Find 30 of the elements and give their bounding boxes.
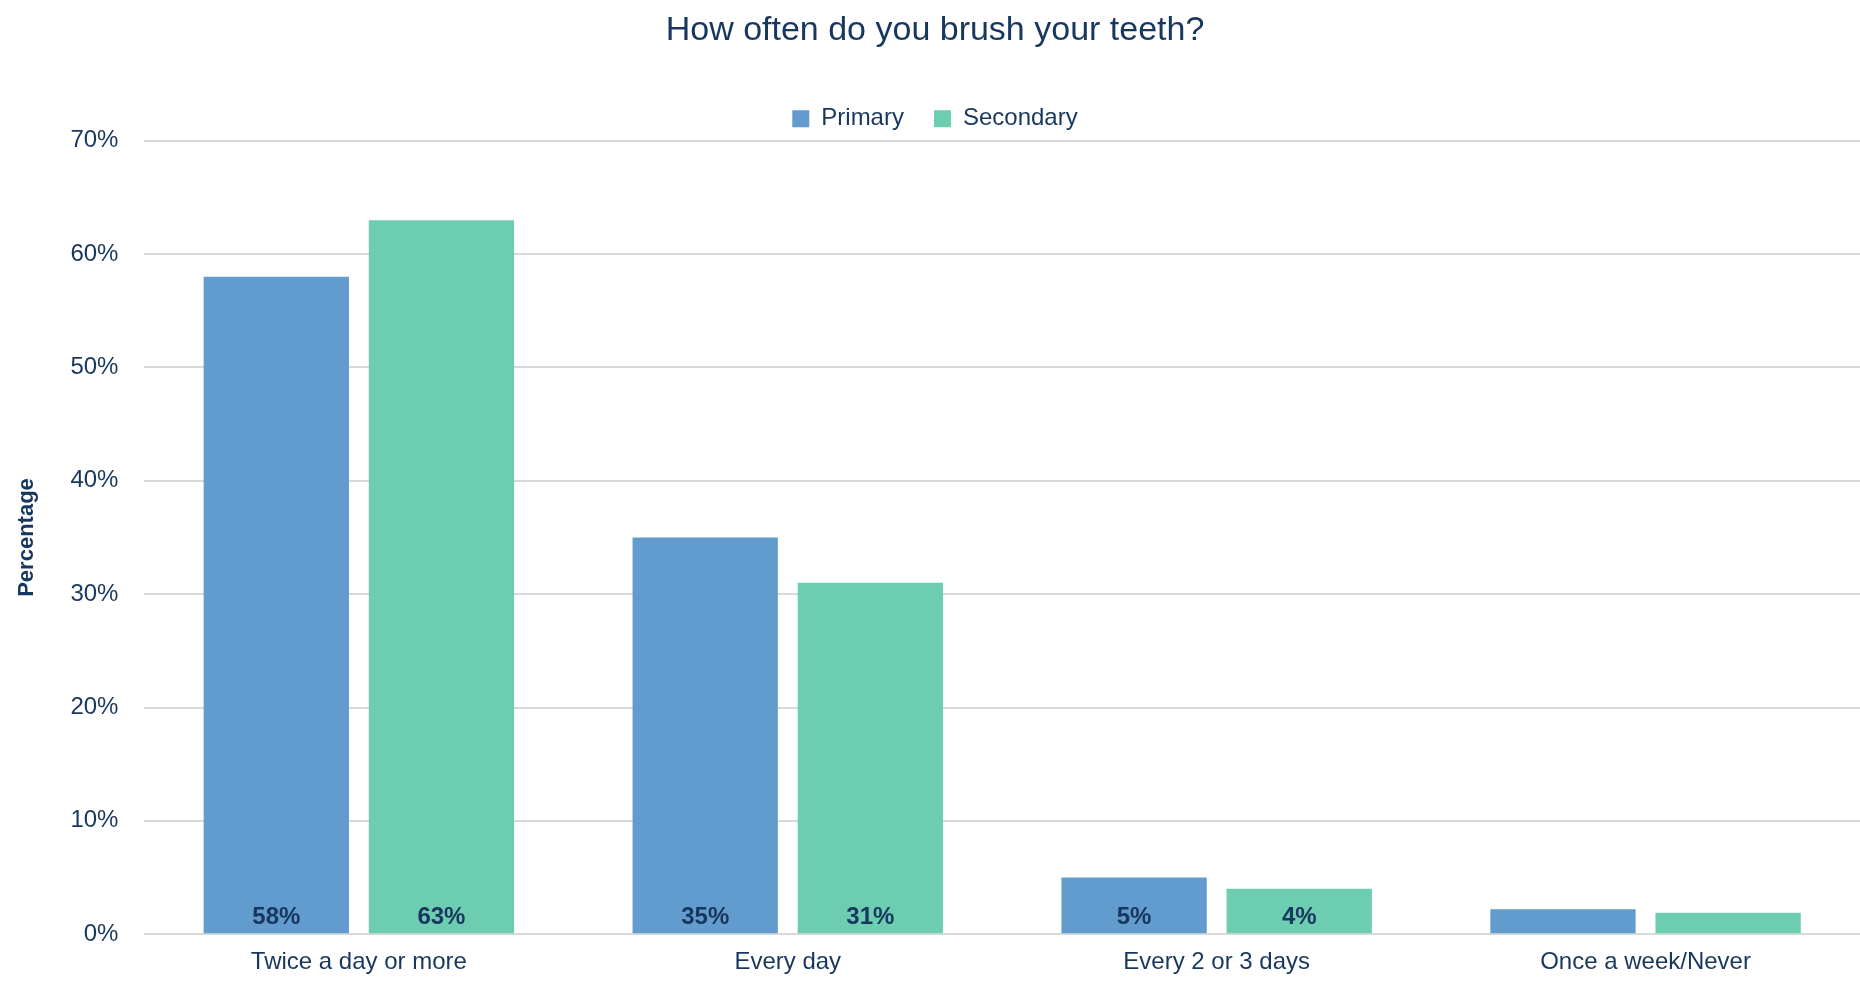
y-tick-label: 40% (70, 465, 119, 493)
data-label: 5% (1116, 901, 1152, 929)
data-label: 35% (681, 901, 730, 929)
legend-label: Secondary (962, 103, 1078, 131)
bar (632, 537, 778, 934)
data-label: 58% (252, 901, 301, 929)
data-label: 31% (846, 901, 895, 929)
y-tick-label: 10% (70, 805, 119, 833)
bar (1490, 909, 1636, 934)
bar (368, 220, 515, 934)
x-tick-label: Twice a day or more (250, 947, 467, 975)
x-tick-label: Every 2 or 3 days (1123, 947, 1311, 975)
legend-label: Primary (821, 103, 904, 131)
chart-title: How often do you brush your teeth? (665, 8, 1205, 47)
bar (1061, 877, 1207, 934)
y-tick-label: 60% (70, 238, 119, 266)
y-tick-label: 70% (70, 125, 119, 153)
bar (1226, 888, 1372, 934)
x-tick-label: Every day (734, 947, 842, 975)
y-tick-label: 0% (83, 918, 119, 946)
data-label: 4% (1281, 901, 1317, 929)
bar (797, 582, 943, 934)
y-tick-label: 30% (70, 578, 119, 606)
y-tick-label: 50% (70, 352, 119, 380)
bar (1655, 912, 1801, 934)
y-axis-title: Percentage (13, 478, 39, 597)
y-tick-label: 20% (70, 692, 119, 720)
x-tick-label: Once a week/Never (1540, 947, 1751, 975)
data-label: 63% (417, 901, 466, 929)
bar (203, 276, 349, 934)
